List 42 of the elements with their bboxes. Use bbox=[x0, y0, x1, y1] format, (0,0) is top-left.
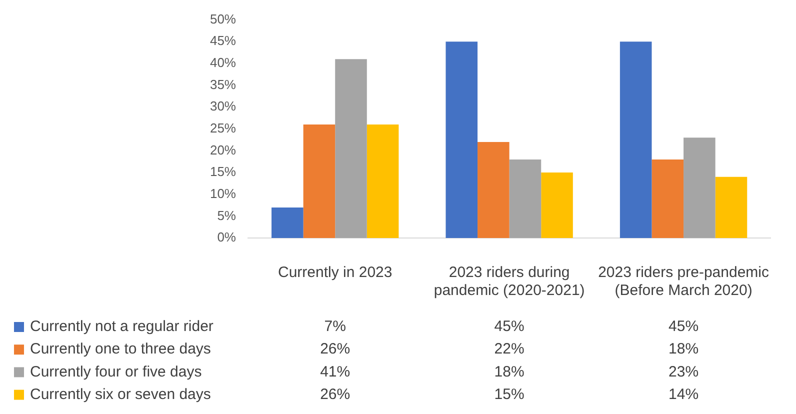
data-label: 18% bbox=[494, 363, 524, 380]
bar bbox=[335, 59, 367, 238]
bar bbox=[478, 142, 510, 238]
bar bbox=[652, 159, 684, 238]
y-tick-label: 10% bbox=[210, 186, 236, 201]
data-label: 22% bbox=[494, 340, 524, 358]
data-label: 18% bbox=[668, 340, 699, 358]
bar bbox=[541, 172, 573, 238]
y-tick-label: 45% bbox=[210, 33, 236, 48]
data-label: 15% bbox=[494, 386, 524, 403]
data-label: 26% bbox=[320, 340, 350, 358]
legend-label: Currently one to three days bbox=[30, 340, 211, 358]
y-tick-label: 40% bbox=[210, 55, 236, 70]
bar bbox=[303, 124, 336, 238]
y-tick-label: 20% bbox=[210, 142, 236, 158]
y-tick-label: 30% bbox=[210, 98, 236, 114]
bar bbox=[509, 159, 542, 238]
bar bbox=[715, 176, 748, 238]
y-tick-label: 25% bbox=[210, 120, 236, 136]
x-tick-label: 2023 riders pre-pandemic (Before March 2020) bbox=[598, 264, 770, 300]
y-tick-label: 15% bbox=[210, 164, 236, 180]
data-label: 45% bbox=[668, 318, 699, 336]
x-tick-label: 2023 riders during pandemic (2020-2021) bbox=[434, 264, 585, 300]
x-tick-label: Currently in 2023 bbox=[278, 264, 392, 282]
legend-label: Currently four or five days bbox=[30, 363, 202, 380]
bar bbox=[620, 42, 652, 238]
y-tick-label: 35% bbox=[210, 76, 236, 92]
bar bbox=[272, 207, 304, 238]
y-tick-label: 50% bbox=[210, 11, 236, 26]
data-label: 23% bbox=[668, 363, 699, 380]
y-tick-label: 0% bbox=[217, 230, 236, 245]
data-label: 41% bbox=[320, 363, 350, 380]
data-label: 45% bbox=[494, 318, 524, 336]
data-label: 14% bbox=[668, 386, 699, 403]
bar bbox=[366, 124, 399, 238]
data-label: 26% bbox=[320, 386, 350, 403]
legend-label: Currently six or seven days bbox=[30, 386, 211, 403]
bar bbox=[446, 42, 478, 238]
bar bbox=[684, 138, 716, 238]
legend-label: Currently not a regular rider bbox=[30, 318, 214, 336]
y-tick-label: 5% bbox=[217, 208, 236, 223]
data-label: 7% bbox=[324, 318, 346, 336]
